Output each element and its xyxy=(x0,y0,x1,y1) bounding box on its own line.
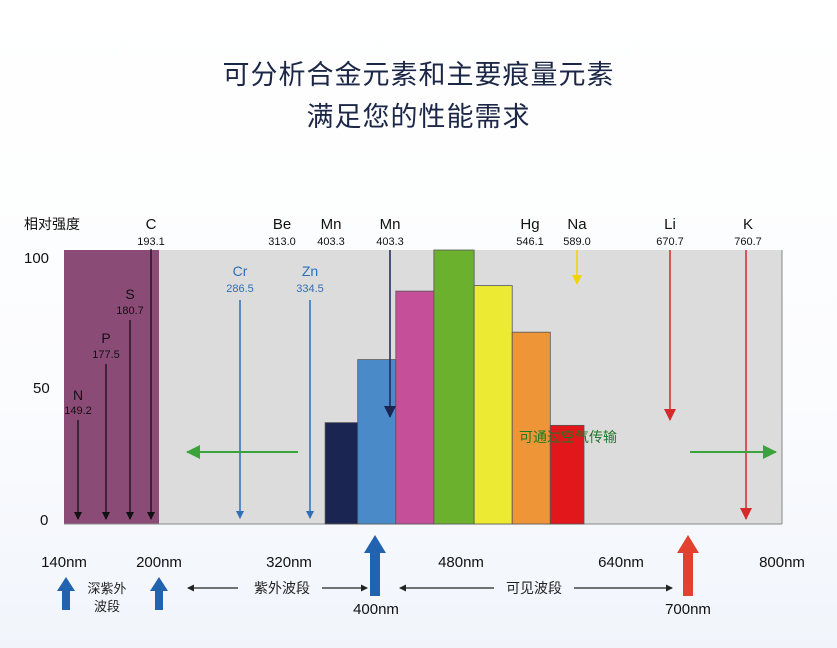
bar-2 xyxy=(395,290,435,525)
marker-400-blue-arrow xyxy=(364,535,386,596)
label-n: N xyxy=(73,387,83,403)
bar-4 xyxy=(473,285,513,525)
wl-li: 670.7 xyxy=(656,236,684,248)
label-hg: Hg xyxy=(520,216,539,233)
bar-0 xyxy=(324,422,359,525)
label-s: S xyxy=(125,286,134,302)
label-li: Li xyxy=(664,216,676,233)
wl-na: 589.0 xyxy=(563,236,591,248)
headline-line2: 满足您的性能需求 xyxy=(306,102,531,133)
label-k: K xyxy=(743,216,753,233)
x-tick-200: 200nm xyxy=(136,554,182,571)
marker-400-label: 400nm xyxy=(353,601,399,618)
wl-s: 180.7 xyxy=(116,305,144,317)
label-c: C xyxy=(146,216,157,233)
deep-uv-label-1: 深紫外 xyxy=(87,581,126,596)
y-tick-100: 100 xyxy=(24,250,49,267)
label-be: Be xyxy=(273,216,291,233)
marker-700-label: 700nm xyxy=(665,601,711,618)
label-mn-1: Mn xyxy=(321,216,342,233)
bar-3 xyxy=(433,249,475,525)
x-tick-320: 320nm xyxy=(266,554,312,571)
deep-uv-region xyxy=(64,250,159,524)
headline-line1: 可分析合金元素和主要痕量元素 xyxy=(222,60,615,91)
x-tick-140: 140nm xyxy=(41,554,87,571)
wl-cr: 286.5 xyxy=(226,283,254,295)
label-mn-2: Mn xyxy=(380,216,401,233)
marker-200-blue-arrow xyxy=(150,577,168,610)
wl-c: 193.1 xyxy=(137,236,165,248)
label-p: P xyxy=(101,330,110,346)
label-zn: Zn xyxy=(302,263,318,279)
x-tick-640: 640nm xyxy=(598,554,644,571)
y-axis-label: 相对强度 xyxy=(24,216,80,232)
wl-k: 760.7 xyxy=(734,236,762,248)
y-tick-50: 50 xyxy=(33,380,50,397)
bar-6 xyxy=(549,424,585,525)
marker-700-red-arrow xyxy=(677,535,699,596)
uv-band-label: 紫外波段 xyxy=(254,580,310,596)
air-transmission-label: 可通过空气传输 xyxy=(519,429,617,445)
wl-mn-1: 403.3 xyxy=(317,236,345,248)
wl-p: 177.5 xyxy=(92,349,120,361)
label-na: Na xyxy=(567,216,587,233)
wl-zn: 334.5 xyxy=(296,283,324,295)
bar-5 xyxy=(511,331,551,525)
wl-hg: 546.1 xyxy=(516,236,544,248)
wl-mn-2: 403.3 xyxy=(376,236,404,248)
wl-n: 149.2 xyxy=(64,405,92,417)
x-tick-800: 800nm xyxy=(759,554,805,571)
bars xyxy=(324,249,585,525)
wl-be: 313.0 xyxy=(268,236,296,248)
label-cr: Cr xyxy=(233,263,248,279)
x-tick-480: 480nm xyxy=(438,554,484,571)
visible-band-label: 可见波段 xyxy=(506,580,562,596)
deep-uv-label-2: 波段 xyxy=(94,599,120,614)
y-tick-0: 0 xyxy=(40,512,48,529)
marker-140-blue-arrow xyxy=(57,577,75,610)
